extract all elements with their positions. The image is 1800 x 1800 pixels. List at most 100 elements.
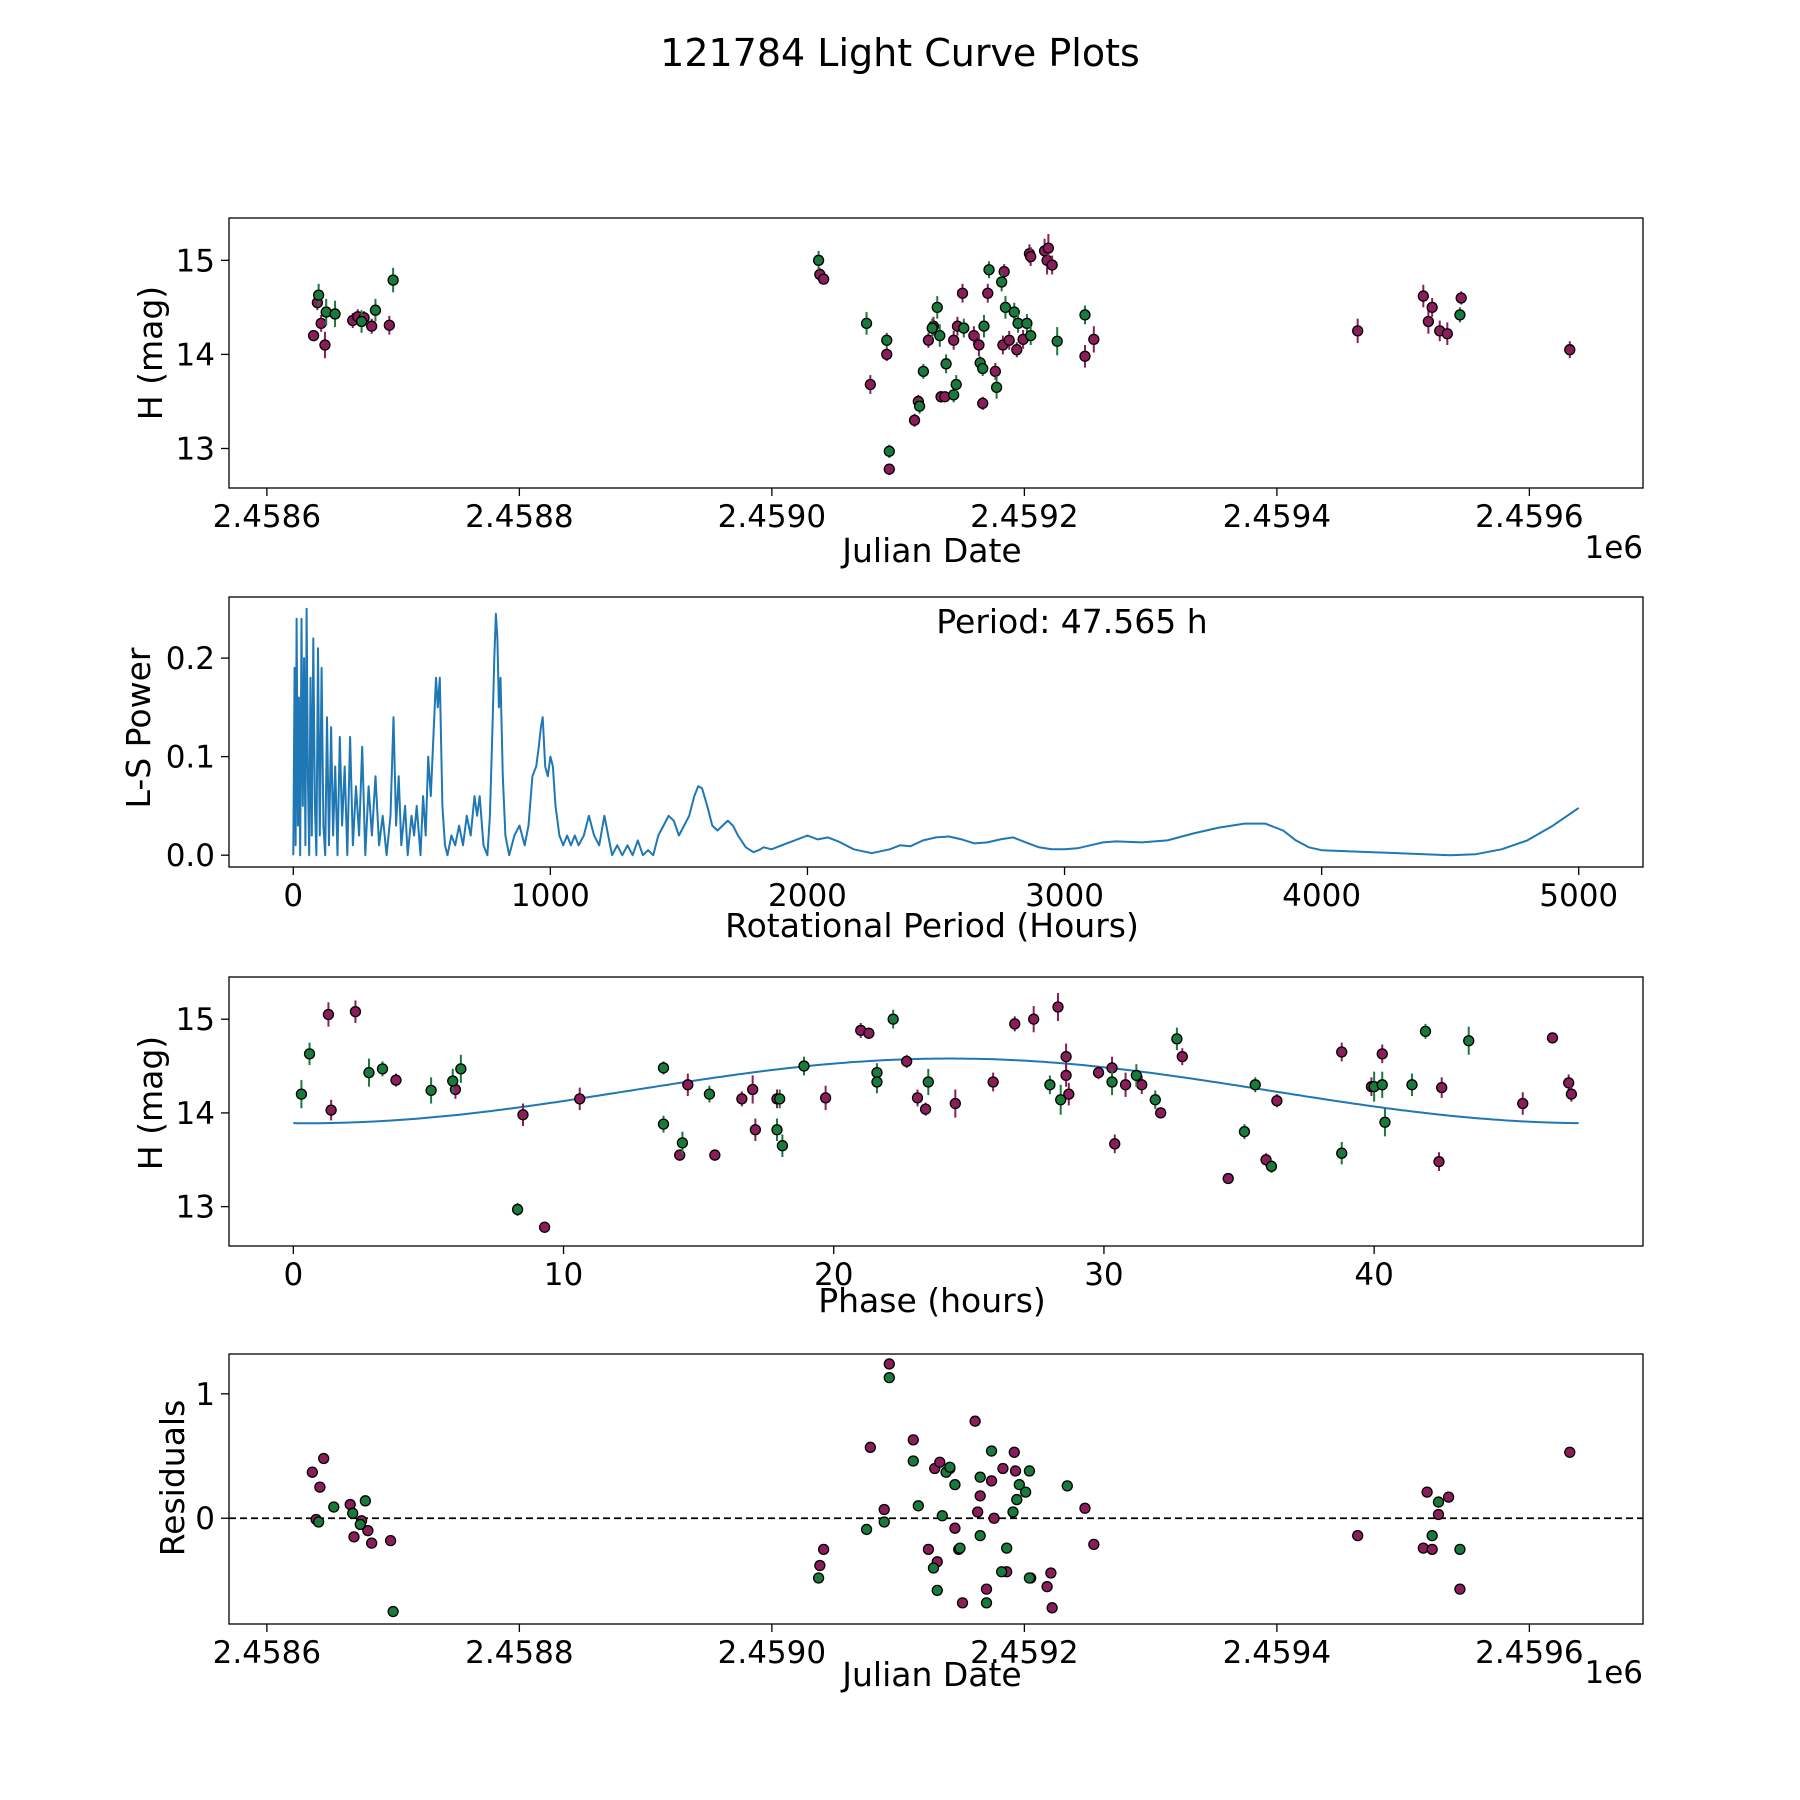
- data-point: [1109, 1138, 1121, 1150]
- data-point: [968, 329, 980, 342]
- x-tick-label: 2.4594: [1223, 1635, 1331, 1671]
- data-point: [1563, 1077, 1575, 1089]
- data-point: [749, 1124, 762, 1136]
- data-point: [973, 339, 985, 351]
- y-tick-label: 0.1: [166, 740, 215, 776]
- data-point: [919, 1103, 932, 1115]
- data-point: [907, 1434, 919, 1446]
- data-point: [315, 317, 327, 330]
- data-point: [1025, 329, 1037, 342]
- panel-4-x-label: Julian Date: [840, 1655, 1022, 1694]
- data-point: [944, 1461, 956, 1473]
- data-point: [657, 1118, 670, 1130]
- x-tick-label: 10: [544, 1257, 583, 1293]
- x-tick-label: 2.4586: [213, 499, 321, 535]
- data-point: [936, 1510, 948, 1522]
- data-point: [709, 1149, 721, 1161]
- data-point: [366, 320, 378, 332]
- data-point: [447, 1075, 459, 1087]
- data-point: [1041, 1581, 1053, 1593]
- data-point: [860, 317, 873, 330]
- y-tick-label: 1: [195, 1377, 215, 1413]
- x-tick-label: 2.4592: [970, 1635, 1078, 1671]
- x-tick-label: 0: [283, 878, 303, 914]
- data-point: [878, 1503, 890, 1516]
- data-point: [455, 1063, 467, 1075]
- data-point: [1003, 334, 1015, 346]
- data-point: [348, 1531, 360, 1543]
- data-point: [883, 1358, 895, 1370]
- y-tick-label: 13: [176, 431, 215, 467]
- data-point: [318, 1452, 330, 1465]
- data-point: [1008, 1446, 1020, 1458]
- data-point: [325, 1104, 337, 1116]
- g-band-series: [312, 1371, 1466, 1618]
- data-point: [1063, 1088, 1075, 1100]
- g-band-series: [295, 1009, 1475, 1217]
- data-point: [948, 334, 960, 346]
- y-tick-label: 14: [176, 1096, 215, 1132]
- data-point: [1426, 1530, 1438, 1542]
- data-point: [977, 397, 989, 409]
- data-point: [657, 1062, 670, 1074]
- data-point: [908, 414, 921, 426]
- data-point: [1406, 1079, 1418, 1091]
- data-point: [985, 1445, 998, 1457]
- x-tick-label: 2.4596: [1475, 499, 1583, 535]
- data-point: [949, 1522, 961, 1534]
- data-point: [1564, 344, 1576, 356]
- g-band-series: [312, 250, 1466, 458]
- axes-box: [228, 976, 1644, 1247]
- data-point: [1336, 1046, 1348, 1058]
- data-point: [949, 1097, 961, 1110]
- y-tick-label: 0: [195, 1501, 215, 1537]
- axes-box: [228, 1353, 1644, 1625]
- data-point: [355, 315, 368, 328]
- data-point: [922, 1543, 935, 1555]
- data-point: [312, 1516, 325, 1528]
- x-tick-label: 2.4592: [970, 499, 1078, 535]
- data-point: [676, 1137, 689, 1149]
- data-point: [980, 1597, 993, 1609]
- data-point: [1009, 1465, 1022, 1477]
- x-tick-label: 2.4586: [213, 1635, 321, 1671]
- data-point: [312, 289, 325, 301]
- data-point: [1426, 1543, 1438, 1555]
- data-point: [1011, 1493, 1023, 1506]
- data-point: [511, 1203, 524, 1216]
- data-point: [999, 301, 1012, 314]
- panel-3-y-label: H (mag): [131, 1036, 170, 1170]
- data-point: [922, 334, 935, 346]
- x-tick-label: 30: [1084, 1257, 1123, 1293]
- x-tick-label: 5000: [1539, 878, 1618, 914]
- data-point: [387, 274, 399, 286]
- data-point: [1419, 1025, 1432, 1038]
- data-point: [934, 329, 946, 342]
- data-point: [1352, 325, 1364, 337]
- data-point: [1454, 1543, 1466, 1555]
- y-tick-label: 0.2: [166, 641, 215, 677]
- data-point: [931, 301, 943, 314]
- data-point: [1060, 1069, 1072, 1082]
- data-point: [1421, 1486, 1433, 1498]
- data-point: [376, 1063, 389, 1075]
- data-point: [384, 1534, 397, 1547]
- x-tick-label: 3000: [1025, 878, 1104, 914]
- data-point: [1565, 1088, 1578, 1100]
- data-point: [1136, 1079, 1148, 1091]
- data-point: [1008, 306, 1020, 318]
- data-point: [931, 1584, 943, 1597]
- data-point: [306, 1466, 318, 1478]
- data-point: [819, 1092, 832, 1104]
- axes-frame: 0 1000 2000 3000 4000 5000 0.0 0.1 0.2: [166, 596, 1644, 914]
- x-tick-label: 2.4588: [465, 499, 573, 535]
- data-point: [682, 1079, 694, 1091]
- data-point: [307, 329, 320, 342]
- data-point: [1051, 335, 1063, 347]
- data-point: [1455, 292, 1467, 304]
- data-point: [1222, 1172, 1234, 1185]
- data-point: [883, 445, 895, 457]
- axes-frame: 2.4586 2.4588 2.4590 2.4592 2.4594 2.4596 13 14…: [176, 217, 1644, 535]
- data-point: [328, 1501, 340, 1513]
